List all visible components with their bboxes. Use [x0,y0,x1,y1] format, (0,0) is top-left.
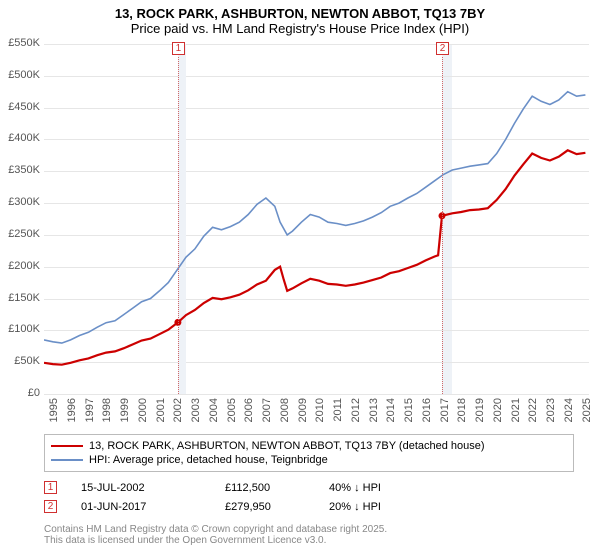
x-tick-label: 2019 [474,398,486,438]
y-tick-label: £0 [0,387,40,399]
footer-line2: This data is licensed under the Open Gov… [44,535,574,546]
x-tick-label: 2018 [456,398,468,438]
sale-row: 2 01-JUN-2017 £279,950 20% ↓ HPI [44,497,574,516]
y-tick-label: £100K [0,323,40,335]
x-tick-label: 2025 [581,398,593,438]
x-tick-label: 2017 [439,398,451,438]
title-line1: 13, ROCK PARK, ASHBURTON, NEWTON ABBOT, … [0,6,600,21]
footer-line1: Contains HM Land Registry data © Crown c… [44,524,574,535]
x-tick-label: 2011 [332,398,344,438]
x-tick-label: 2013 [368,398,380,438]
sale-row-price: £279,950 [225,501,305,513]
legend: 13, ROCK PARK, ASHBURTON, NEWTON ABBOT, … [44,434,574,472]
sale-row: 1 15-JUL-2002 £112,500 40% ↓ HPI [44,478,574,497]
x-tick-label: 2010 [314,398,326,438]
x-tick-label: 2024 [563,398,575,438]
line-canvas [44,44,589,394]
sale-row-price: £112,500 [225,482,305,494]
y-tick-label: £500K [0,69,40,81]
y-tick-label: £50K [0,355,40,367]
legend-label: HPI: Average price, detached house, Teig… [89,454,328,466]
y-tick-label: £450K [0,101,40,113]
x-tick-label: 2023 [545,398,557,438]
x-tick-label: 2015 [403,398,415,438]
x-tick-label: 2012 [350,398,362,438]
x-tick-label: 2005 [226,398,238,438]
footer: Contains HM Land Registry data © Crown c… [44,524,574,546]
y-tick-label: £550K [0,37,40,49]
legend-label: 13, ROCK PARK, ASHBURTON, NEWTON ABBOT, … [89,440,485,452]
x-tick-label: 2007 [261,398,273,438]
plot-area: 12 [44,44,589,394]
legend-swatch [51,459,83,461]
y-tick-label: £350K [0,164,40,176]
legend-item: 13, ROCK PARK, ASHBURTON, NEWTON ABBOT, … [51,439,567,453]
sale-row-marker: 1 [44,481,57,494]
chart-title: 13, ROCK PARK, ASHBURTON, NEWTON ABBOT, … [0,0,600,38]
x-tick-label: 1999 [119,398,131,438]
y-tick-label: £150K [0,292,40,304]
x-tick-label: 2003 [190,398,202,438]
title-line2: Price paid vs. HM Land Registry's House … [0,21,600,36]
sale-row-hpi: 20% ↓ HPI [329,501,429,513]
y-tick-label: £250K [0,228,40,240]
x-tick-label: 2001 [155,398,167,438]
x-tick-label: 2006 [243,398,255,438]
x-tick-label: 2009 [297,398,309,438]
sale-marker-line [442,57,443,394]
sale-row-hpi: 40% ↓ HPI [329,482,429,494]
x-tick-label: 2014 [385,398,397,438]
sale-row-marker: 2 [44,500,57,513]
sale-marker-line [178,57,179,394]
sale-table: 1 15-JUL-2002 £112,500 40% ↓ HPI 2 01-JUN-201… [44,478,574,516]
sale-marker-box: 1 [172,42,185,55]
x-tick-label: 2000 [137,398,149,438]
legend-swatch [51,445,83,447]
series-property [44,150,585,364]
sale-row-date: 15-JUL-2002 [81,482,201,494]
sale-row-date: 01-JUN-2017 [81,501,201,513]
x-tick-label: 1998 [101,398,113,438]
x-tick-label: 2021 [510,398,522,438]
x-tick-label: 2020 [492,398,504,438]
gridline [44,394,589,395]
y-tick-label: £300K [0,196,40,208]
y-tick-label: £400K [0,132,40,144]
x-tick-label: 2016 [421,398,433,438]
x-tick-label: 2004 [208,398,220,438]
x-tick-label: 1997 [84,398,96,438]
legend-item: HPI: Average price, detached house, Teig… [51,453,567,467]
chart: 12 1995199619971998199920002001200220032… [0,44,600,424]
x-tick-label: 1995 [48,398,60,438]
series-hpi [44,92,585,343]
y-tick-label: £200K [0,260,40,272]
sale-marker-box: 2 [436,42,449,55]
x-tick-label: 1996 [66,398,78,438]
x-tick-label: 2022 [527,398,539,438]
x-tick-label: 2002 [172,398,184,438]
x-tick-label: 2008 [279,398,291,438]
